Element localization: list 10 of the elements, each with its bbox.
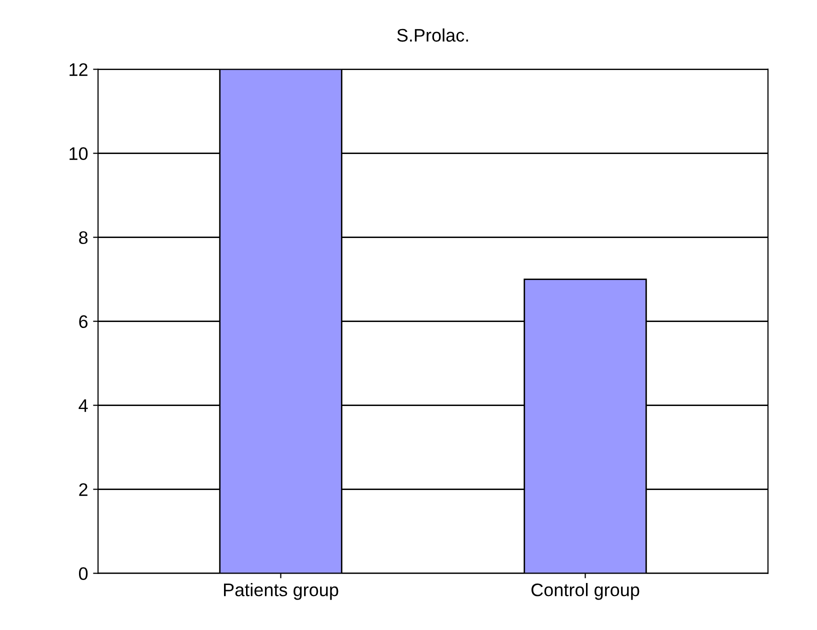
y-tick-label: 12 — [70, 63, 88, 76]
chart-title: S.Prolac. — [397, 28, 468, 42]
y-tick-label: 4 — [78, 399, 88, 412]
y-tick-label: 0 — [78, 567, 88, 580]
y-tick-label: 8 — [79, 231, 88, 244]
x-tick-label: Control group — [531, 583, 640, 600]
y-tick-label: 2 — [79, 483, 88, 496]
y-tick-label: 6 — [79, 315, 88, 328]
y-tick-label: 10 — [70, 147, 88, 160]
x-tick-label: Patients group — [224, 583, 338, 600]
